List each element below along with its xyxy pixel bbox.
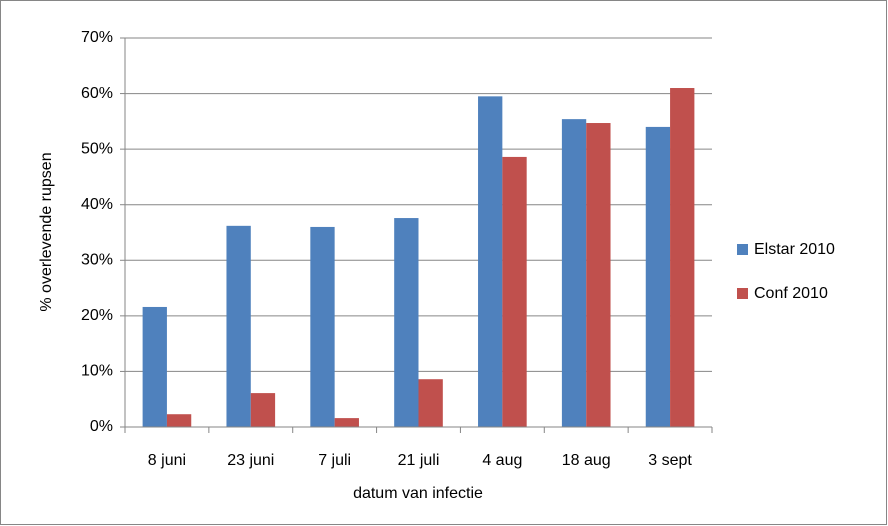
- x-tick-label: 18 aug: [562, 452, 611, 469]
- bar: [502, 156, 527, 427]
- bar: [166, 414, 192, 427]
- bar: [418, 379, 443, 427]
- legend-label: Elstar 2010: [754, 241, 835, 258]
- x-tick-label: 4 aug: [482, 452, 522, 469]
- legend-swatch: [737, 244, 748, 255]
- bar: [250, 393, 276, 427]
- legend-label: Conf 2010: [754, 285, 828, 302]
- bar: [310, 226, 335, 427]
- bar: [561, 119, 587, 428]
- x-tick-label: 7 juli: [318, 452, 351, 469]
- x-axis-title: datum van infectie: [353, 485, 483, 502]
- y-tick-label: 10%: [81, 363, 113, 380]
- y-tick-label: 50%: [81, 140, 113, 157]
- x-tick-label: 23 juni: [227, 452, 274, 469]
- x-tick-label: 8 juni: [148, 452, 186, 469]
- bar: [142, 306, 167, 427]
- bar: [586, 123, 611, 427]
- bar: [645, 126, 671, 428]
- x-tick-label: 3 sept: [648, 452, 692, 469]
- y-tick-label: 0%: [90, 418, 113, 435]
- y-axis-title: % overlevende rupsen: [38, 152, 55, 311]
- y-tick-label: 20%: [81, 307, 113, 324]
- x-tick-label: 21 juli: [398, 452, 440, 469]
- y-tick-label: 30%: [81, 252, 113, 269]
- bar: [334, 418, 359, 427]
- y-tick-label: 60%: [81, 85, 113, 102]
- bar: [670, 88, 695, 427]
- bar: [478, 96, 503, 427]
- bar: [394, 218, 419, 427]
- y-tick-label: 40%: [81, 196, 113, 213]
- y-tick-label: 70%: [81, 29, 113, 46]
- legend-swatch: [737, 288, 748, 299]
- bar: [226, 225, 251, 427]
